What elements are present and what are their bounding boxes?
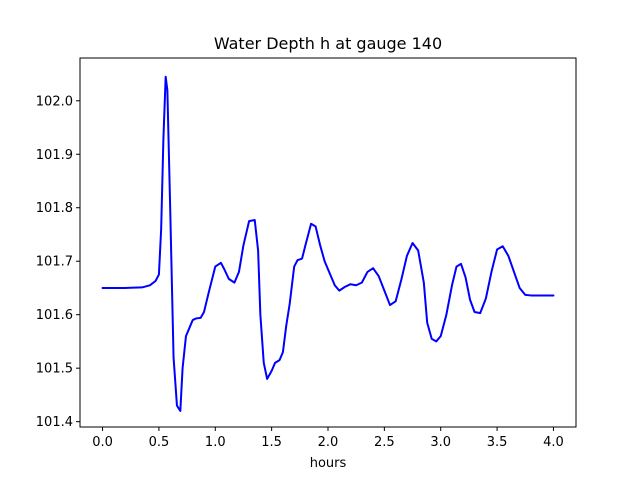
- y-tick-label: 101.8: [36, 201, 73, 216]
- x-tick-label: 4.0: [543, 435, 564, 450]
- y-tick-label: 101.9: [36, 148, 73, 163]
- x-tick-label: 0.5: [149, 435, 170, 450]
- x-tick-label: 3.0: [430, 435, 451, 450]
- plot-area: [101, 75, 555, 412]
- x-tick-label: 2.5: [374, 435, 395, 450]
- x-tick-label: 0.0: [92, 435, 113, 450]
- y-tick-label: 101.5: [36, 362, 73, 377]
- series-line-0: [101, 75, 555, 412]
- y-tick-label: 101.6: [36, 308, 73, 323]
- y-axis: 101.4 101.5 101.6 101.7 101.8 101.9 102.0: [36, 94, 80, 430]
- x-tick-label: 3.5: [487, 435, 508, 450]
- y-tick-label: 102.0: [36, 94, 73, 109]
- chart-title: Water Depth h at gauge 140: [214, 34, 442, 53]
- axes-frame: [79, 57, 577, 428]
- y-tick-label: 101.4: [36, 415, 73, 430]
- x-tick-label: 1.5: [261, 435, 282, 450]
- x-axis-label: hours: [310, 456, 347, 471]
- x-tick-label: 1.0: [205, 435, 226, 450]
- x-axis: 0.0 0.5 1.0 1.5 2.0 2.5 3.0 3.5 4.0: [92, 427, 564, 450]
- y-tick-label: 101.7: [36, 255, 73, 270]
- x-tick-label: 2.0: [318, 435, 339, 450]
